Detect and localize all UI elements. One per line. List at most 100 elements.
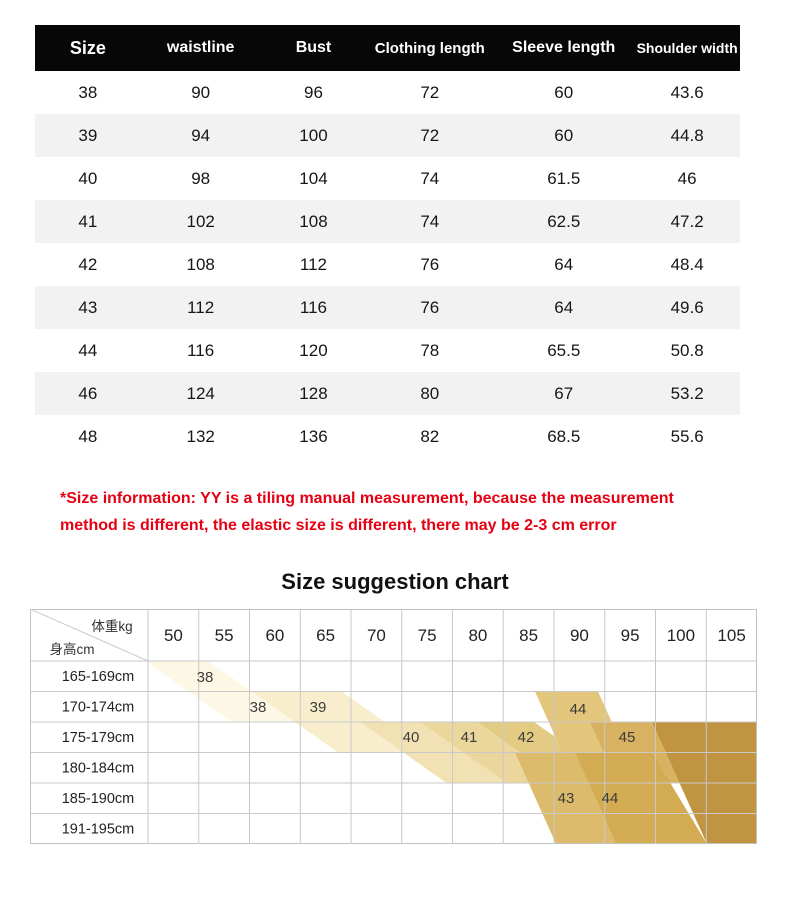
table-row: 48 132 136 82 68.5 55.6 xyxy=(35,415,740,458)
table-row: 42 108 112 76 64 48.4 xyxy=(35,243,740,286)
cell: 136 xyxy=(299,426,328,446)
cell: 68.5 xyxy=(547,426,581,446)
cell: 44 xyxy=(78,340,98,360)
height-header: 170-174cm xyxy=(62,700,135,716)
cell: 108 xyxy=(299,211,328,231)
cell: 102 xyxy=(186,211,215,231)
cell: 46 xyxy=(677,168,697,188)
band-size-label: 38 xyxy=(197,669,214,686)
weight-header: 55 xyxy=(215,626,234,645)
cell: 78 xyxy=(420,340,440,360)
cell: 48.4 xyxy=(670,254,704,274)
cell: 100 xyxy=(299,125,328,145)
column-header-size: Size xyxy=(35,25,141,71)
cell: 43 xyxy=(78,297,98,317)
cell: 112 xyxy=(299,254,328,274)
cell: 64 xyxy=(554,254,574,274)
diagonal-divider xyxy=(30,609,149,662)
cell: 94 xyxy=(191,125,211,145)
cell: 128 xyxy=(299,383,328,403)
table-row: 43 112 116 76 64 49.6 xyxy=(35,286,740,329)
column-header-sleeve-length: Sleeve length xyxy=(493,25,635,71)
chart-border xyxy=(30,609,757,845)
band-size-labels: 38 38 39 40 41 42 44 45 43 44 xyxy=(197,669,636,807)
cell: 90 xyxy=(191,82,211,102)
cell: 124 xyxy=(186,383,215,403)
cell: 112 xyxy=(187,297,215,317)
cell: 44.8 xyxy=(670,125,704,145)
height-header: 185-190cm xyxy=(62,791,135,807)
cell: 46 xyxy=(78,383,98,403)
cell: 96 xyxy=(304,82,323,102)
weight-header: 85 xyxy=(519,626,538,645)
band-size-label: 44 xyxy=(570,701,587,718)
column-header-bust: Bust xyxy=(260,25,367,71)
cell: 74 xyxy=(420,211,440,231)
cell: 60 xyxy=(554,82,574,102)
cell: 38 xyxy=(78,82,98,102)
weight-header: 90 xyxy=(570,626,589,645)
cell: 74 xyxy=(420,168,440,188)
table-row: 40 98 104 74 61.5 46 xyxy=(35,157,740,200)
cell: 72 xyxy=(420,82,440,102)
cell: 132 xyxy=(186,426,215,446)
cell: 98 xyxy=(191,168,211,188)
weight-header: 50 xyxy=(164,626,183,645)
band-43-lower xyxy=(515,752,616,845)
band-size-label: 41 xyxy=(461,729,478,746)
size-chart-page: Size waistline Bust Clothing length Slee… xyxy=(0,25,790,845)
weight-header: 95 xyxy=(621,626,640,645)
band-size-label: 42 xyxy=(518,729,535,746)
grid-lines xyxy=(30,609,757,845)
cell: 48 xyxy=(78,426,98,446)
height-headers: 165-169cm 170-174cm 175-179cm 180-184cm … xyxy=(62,669,135,838)
cell: 40 xyxy=(78,168,98,188)
table-row: 44 116 120 78 65.5 50.8 xyxy=(35,329,740,372)
weight-header: 70 xyxy=(367,626,386,645)
cell: 76 xyxy=(420,254,440,274)
column-header-clothing-length: Clothing length xyxy=(366,25,494,71)
size-information-note: *Size information: YY is a tiling manual… xyxy=(60,485,790,539)
table-header: Size waistline Bust Clothing length Slee… xyxy=(35,25,740,71)
note-line-2: method is different, the elastic size is… xyxy=(60,517,617,535)
band-39-tail xyxy=(294,722,404,753)
table-row: 39 94 100 72 60 44.8 xyxy=(35,114,740,157)
weight-header: 75 xyxy=(418,626,437,645)
cell: 43.6 xyxy=(670,82,704,102)
height-axis-label: 身高cm xyxy=(50,641,95,657)
cell: 108 xyxy=(186,254,215,274)
band-size-label: 38 xyxy=(250,699,267,716)
cell: 50.8 xyxy=(670,340,704,360)
cell: 42 xyxy=(78,254,98,274)
cell: 61.5 xyxy=(547,168,581,188)
weight-axis-label: 体重kg xyxy=(91,619,132,634)
header-row: Size waistline Bust Clothing length Slee… xyxy=(35,25,740,71)
column-header-waistline: waistline xyxy=(140,25,261,71)
table-row: 41 102 108 74 62.5 47.2 xyxy=(35,200,740,243)
cell: 116 xyxy=(299,297,328,317)
band-44-lower xyxy=(575,752,707,845)
cell: 49.6 xyxy=(670,297,704,317)
height-header: 180-184cm xyxy=(62,761,135,777)
cell: 65.5 xyxy=(547,340,581,360)
cell: 39 xyxy=(78,125,98,145)
weight-header: 105 xyxy=(717,626,745,645)
note-line-1: *Size information: YY is a tiling manual… xyxy=(60,490,674,507)
suggestion-chart-title: Size suggestion chart xyxy=(281,569,509,595)
band-size-label: 44 xyxy=(602,790,619,807)
cell: 120 xyxy=(299,340,328,360)
weight-headers: 50 55 60 65 70 75 80 85 90 95 100 105 xyxy=(164,626,746,645)
weight-header: 65 xyxy=(316,626,335,645)
cell: 41 xyxy=(78,211,98,231)
height-header: 191-195cm xyxy=(62,822,135,838)
cell: 104 xyxy=(299,168,328,188)
height-header: 175-179cm xyxy=(62,730,135,746)
table-row: 38 90 96 72 60 43.6 xyxy=(35,71,740,114)
cell: 80 xyxy=(420,383,440,403)
cell: 62.5 xyxy=(547,211,581,231)
table-row: 46 124 128 80 67 53.2 xyxy=(35,372,740,415)
height-header: 165-169cm xyxy=(62,669,135,685)
band-size-label: 43 xyxy=(558,790,575,807)
cell: 64 xyxy=(554,297,574,317)
column-header-shoulder-width: Shoulder width xyxy=(634,25,740,71)
